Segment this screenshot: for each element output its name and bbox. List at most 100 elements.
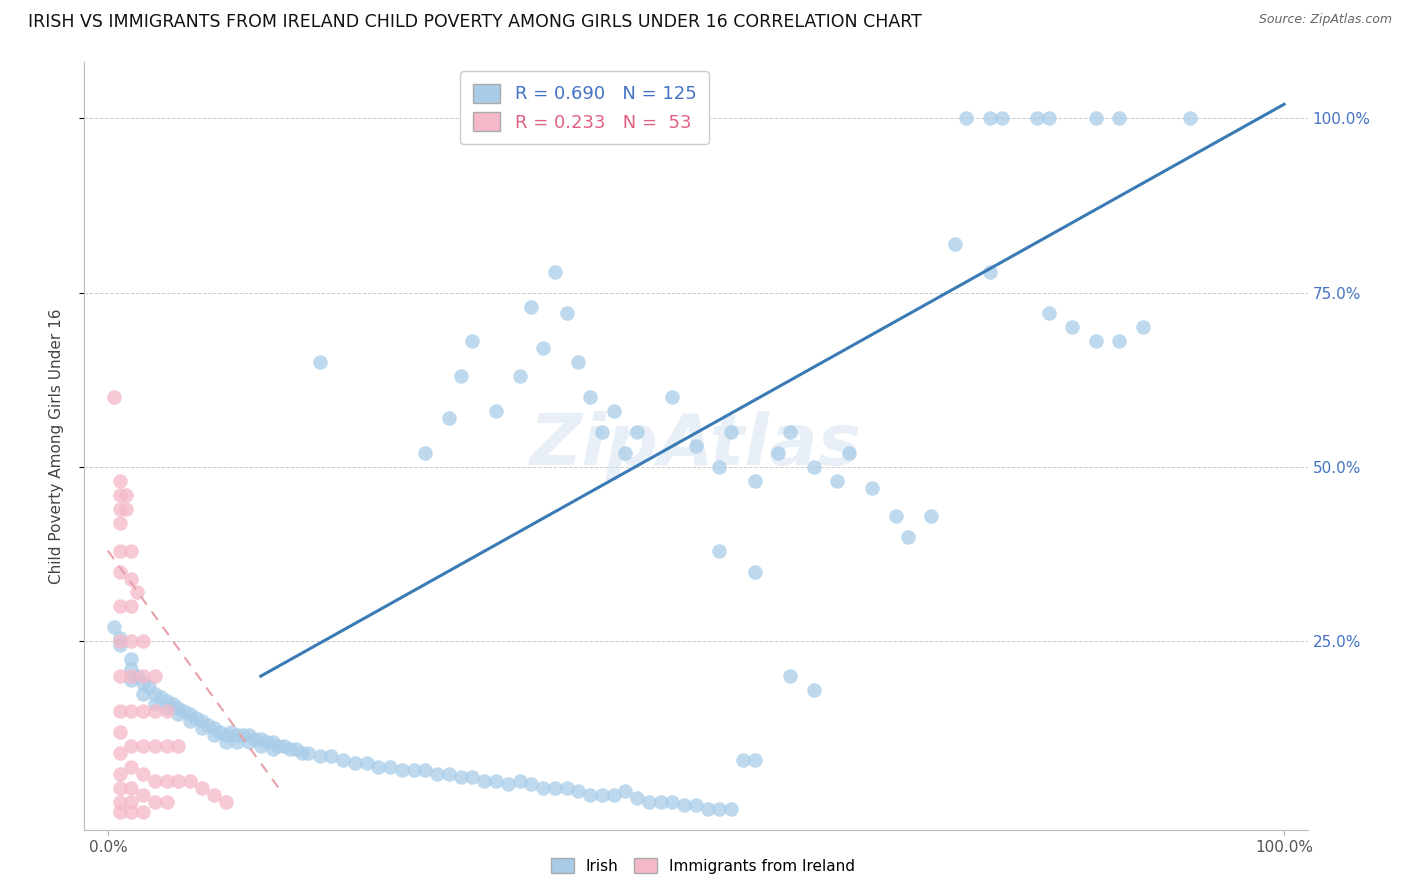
Point xyxy=(249,739,271,753)
Point xyxy=(685,798,707,813)
Point xyxy=(567,784,589,798)
Point xyxy=(544,265,567,279)
Point xyxy=(626,425,648,439)
Point xyxy=(120,543,142,558)
Point xyxy=(167,739,190,753)
Point xyxy=(426,766,449,780)
Point xyxy=(402,764,425,778)
Point xyxy=(184,711,207,725)
Point xyxy=(461,334,484,349)
Point xyxy=(838,446,860,460)
Point xyxy=(127,669,149,683)
Point xyxy=(273,739,295,753)
Point xyxy=(415,446,437,460)
Point xyxy=(450,770,472,784)
Point xyxy=(343,756,366,771)
Point xyxy=(591,788,613,802)
Point xyxy=(156,795,179,809)
Point xyxy=(108,516,131,530)
Point xyxy=(214,795,236,809)
Point xyxy=(120,673,142,687)
Point xyxy=(391,764,413,778)
Point xyxy=(156,739,179,753)
Point xyxy=(531,780,554,795)
Point xyxy=(143,669,166,683)
Point xyxy=(120,760,142,774)
Point xyxy=(108,631,131,645)
Point xyxy=(955,112,977,126)
Point xyxy=(803,459,825,474)
Point xyxy=(202,788,225,802)
Point xyxy=(108,805,131,819)
Point xyxy=(167,773,190,788)
Point xyxy=(179,707,201,722)
Point xyxy=(308,355,330,369)
Point xyxy=(120,572,142,586)
Point xyxy=(768,446,790,460)
Point xyxy=(108,725,131,739)
Point xyxy=(221,725,243,739)
Point xyxy=(108,565,131,579)
Point xyxy=(262,735,284,749)
Point xyxy=(661,795,683,809)
Point xyxy=(450,369,472,384)
Point xyxy=(132,634,155,648)
Point xyxy=(191,714,214,729)
Point xyxy=(1062,320,1084,334)
Y-axis label: Child Poverty Among Girls Under 16: Child Poverty Among Girls Under 16 xyxy=(49,309,63,583)
Point xyxy=(744,753,766,767)
Point xyxy=(120,651,142,665)
Point xyxy=(179,773,201,788)
Point xyxy=(555,306,578,320)
Point xyxy=(238,728,260,742)
Point xyxy=(709,459,731,474)
Point xyxy=(709,543,731,558)
Point xyxy=(202,722,225,736)
Point xyxy=(638,795,661,809)
Text: Source: ZipAtlas.com: Source: ZipAtlas.com xyxy=(1258,13,1392,27)
Point xyxy=(1178,112,1201,126)
Point xyxy=(249,731,271,746)
Point xyxy=(991,112,1014,126)
Point xyxy=(197,718,219,732)
Point xyxy=(380,760,402,774)
Point xyxy=(132,669,155,683)
Point xyxy=(437,766,460,780)
Point xyxy=(108,501,131,516)
Point xyxy=(226,728,249,742)
Point xyxy=(979,265,1001,279)
Point xyxy=(108,780,131,795)
Point xyxy=(1084,334,1107,349)
Point xyxy=(108,669,131,683)
Point xyxy=(591,425,613,439)
Point xyxy=(356,756,378,771)
Point xyxy=(308,749,330,764)
Point xyxy=(179,714,201,729)
Point xyxy=(108,766,131,780)
Point xyxy=(614,784,637,798)
Point xyxy=(544,780,567,795)
Point xyxy=(120,634,142,648)
Point xyxy=(132,788,155,802)
Point xyxy=(143,687,166,701)
Point xyxy=(143,739,166,753)
Point xyxy=(897,530,920,544)
Point xyxy=(825,474,848,488)
Point xyxy=(579,788,602,802)
Point xyxy=(173,704,195,718)
Point xyxy=(485,773,508,788)
Point xyxy=(496,777,519,791)
Point xyxy=(156,704,179,718)
Point xyxy=(321,749,343,764)
Point xyxy=(238,735,260,749)
Point xyxy=(167,707,190,722)
Point xyxy=(256,735,278,749)
Point xyxy=(156,693,179,707)
Point xyxy=(243,731,266,746)
Point xyxy=(120,795,142,809)
Point xyxy=(103,390,125,404)
Point xyxy=(120,780,142,795)
Point xyxy=(626,791,648,805)
Legend: Irish, Immigrants from Ireland: Irish, Immigrants from Ireland xyxy=(544,852,862,880)
Point xyxy=(1038,112,1060,126)
